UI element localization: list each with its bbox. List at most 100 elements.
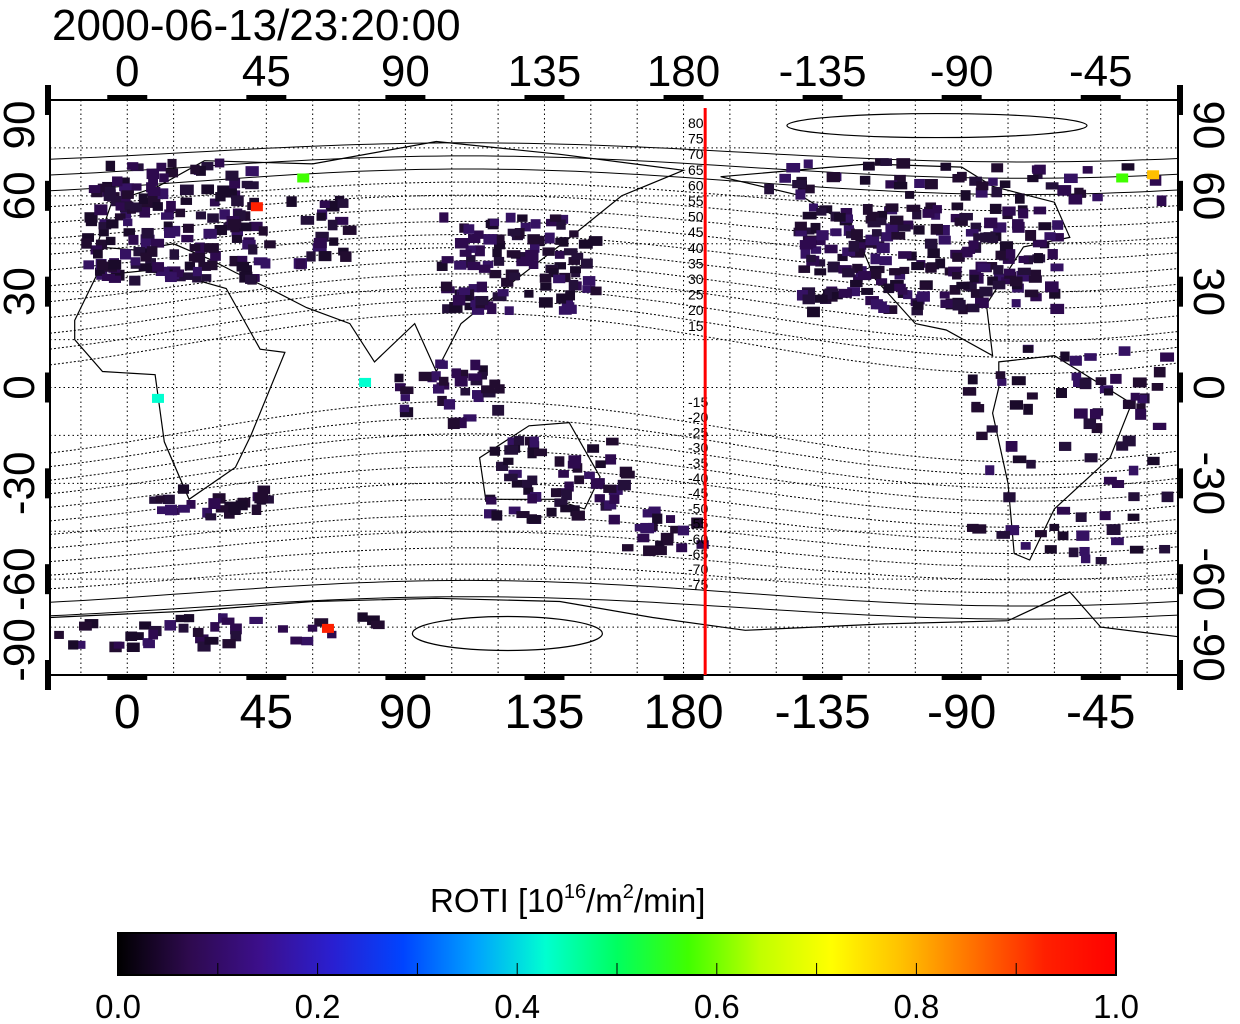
roti-cell xyxy=(195,211,207,220)
roti-cell xyxy=(245,274,257,284)
roti-cell xyxy=(482,260,494,269)
roti-cell xyxy=(249,616,263,625)
contour-label-north: 40 xyxy=(688,240,704,256)
roti-cell xyxy=(542,247,555,256)
roti-cell xyxy=(985,465,995,476)
roti-cell xyxy=(924,179,938,190)
roti-cell xyxy=(1011,299,1021,308)
roti-cell xyxy=(951,202,964,211)
top-longitude-labels: 0 45 90 135 180 -135 -90 -45 xyxy=(115,47,1133,96)
colorbar-tick-label: 0.8 xyxy=(893,988,939,1024)
roti-cell xyxy=(554,456,565,467)
left-lat-label: 60 xyxy=(0,171,44,220)
roti-cell xyxy=(642,509,654,518)
roti-cell xyxy=(824,288,839,299)
roti-cell xyxy=(1014,193,1025,204)
roti-cell xyxy=(207,260,218,271)
roti-cell xyxy=(987,276,998,286)
roti-cell xyxy=(105,236,116,246)
roti-cell xyxy=(470,377,483,386)
roti-cell xyxy=(562,297,573,305)
roti-cell xyxy=(956,281,970,290)
bottom-lon-label: 45 xyxy=(240,686,293,739)
contour-label-south: -20 xyxy=(688,409,708,425)
contour-line xyxy=(49,194,1179,228)
roti-cell xyxy=(1083,418,1097,430)
roti-cell xyxy=(157,506,167,515)
roti-cell xyxy=(843,225,854,236)
roti-cell xyxy=(1049,523,1060,531)
roti-cell xyxy=(885,180,898,189)
roti-cell xyxy=(452,295,466,306)
top-tick-bar xyxy=(663,95,704,101)
left-lat-label: 0 xyxy=(0,375,44,399)
roti-cell xyxy=(164,620,177,631)
roti-cell xyxy=(952,299,966,311)
roti-cell xyxy=(931,209,941,220)
roti-cell xyxy=(221,617,235,625)
roti-cell xyxy=(133,247,146,257)
roti-cell xyxy=(121,190,134,199)
roti-cell xyxy=(222,639,236,649)
roti-cell xyxy=(484,509,497,519)
left-tick-bar xyxy=(45,372,51,403)
roti-cell xyxy=(1023,403,1033,415)
roti-cell xyxy=(1002,255,1015,264)
roti-cell xyxy=(662,537,674,546)
roti-cell xyxy=(195,165,206,176)
roti-cell xyxy=(582,285,596,293)
roti-cell xyxy=(313,237,327,249)
left-latitude-labels: 90 60 30 0 -30 -60 -90 xyxy=(0,101,44,682)
roti-cell xyxy=(489,379,501,389)
roti-cell xyxy=(550,488,562,498)
top-tick-bar xyxy=(941,95,982,101)
right-lat-label: -60 xyxy=(1184,547,1233,611)
roti-cell xyxy=(204,243,219,253)
roti-highlight-cell xyxy=(297,173,310,183)
roti-cell xyxy=(474,245,485,257)
roti-cell xyxy=(1082,166,1093,174)
roti-cell xyxy=(505,212,516,223)
roti-cell xyxy=(431,371,441,381)
roti-cell xyxy=(1057,531,1069,541)
roti-cell xyxy=(1038,222,1052,231)
roti-cell xyxy=(993,222,1007,233)
roti-cell xyxy=(128,234,139,245)
roti-cell xyxy=(546,218,558,227)
roti-cell xyxy=(913,225,925,235)
roti-cell xyxy=(970,222,982,232)
roti-cell xyxy=(162,494,175,505)
roti-cell xyxy=(919,282,931,290)
roti-cell xyxy=(463,414,477,422)
roti-cell xyxy=(894,174,906,185)
roti-cell xyxy=(1033,168,1043,180)
roti-cell xyxy=(527,475,538,486)
roti-cell xyxy=(841,214,853,223)
roti-cell xyxy=(115,202,126,211)
right-tick-bar xyxy=(1177,468,1183,499)
roti-cell xyxy=(264,495,274,504)
roti-cell xyxy=(885,203,899,212)
roti-cell xyxy=(539,273,552,283)
roti-cell xyxy=(264,240,276,249)
north-pole-contour xyxy=(786,112,1088,139)
roti-cell xyxy=(108,259,122,270)
roti-cell xyxy=(165,168,179,178)
roti-cell xyxy=(660,532,674,542)
roti-cell xyxy=(451,368,461,379)
roti-cell xyxy=(88,185,101,194)
roti-cell xyxy=(914,178,925,189)
roti-cell xyxy=(1095,377,1107,386)
roti-cell xyxy=(481,385,495,394)
roti-cell xyxy=(126,642,140,653)
roti-cell xyxy=(215,505,229,513)
roti-cell xyxy=(1032,239,1047,248)
roti-highlight-cell xyxy=(1147,170,1160,180)
roti-cell xyxy=(163,221,173,231)
left-tick-bar xyxy=(45,660,51,690)
roti-cell xyxy=(1091,423,1103,434)
contour-label-north: 15 xyxy=(688,318,704,334)
roti-cell xyxy=(146,182,156,193)
left-lat-label: 90 xyxy=(0,101,44,150)
roti-cell xyxy=(138,193,148,204)
